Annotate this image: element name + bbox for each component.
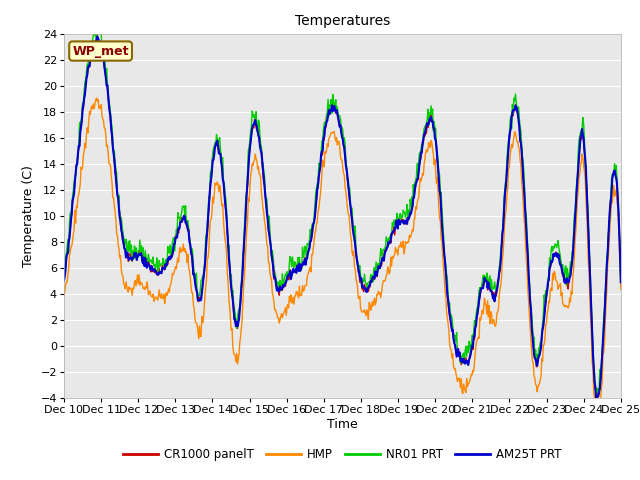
- AM25T PRT: [185, 229, 193, 235]
- HMP: [128, 292, 136, 298]
- CR1000 panelT: [428, 112, 435, 118]
- CR1000 panelT: [592, 396, 600, 401]
- HMP: [617, 287, 625, 292]
- CR1000 panelT: [214, 139, 222, 145]
- Line: NR01 PRT: NR01 PRT: [64, 34, 621, 395]
- HMP: [428, 138, 435, 144]
- NR01 PRT: [91, 31, 99, 36]
- HMP: [70, 228, 78, 233]
- AM25T PRT: [70, 191, 78, 196]
- AM25T PRT: [593, 396, 600, 401]
- Y-axis label: Temperature (C): Temperature (C): [22, 165, 35, 267]
- HMP: [591, 396, 598, 401]
- NR01 PRT: [128, 258, 136, 264]
- AM25T PRT: [128, 257, 136, 263]
- Text: WP_met: WP_met: [72, 45, 129, 58]
- AM25T PRT: [60, 277, 68, 283]
- CR1000 panelT: [128, 258, 136, 264]
- CR1000 panelT: [185, 226, 193, 232]
- Line: AM25T PRT: AM25T PRT: [64, 36, 621, 398]
- HMP: [185, 266, 193, 272]
- AM25T PRT: [411, 187, 419, 192]
- CR1000 panelT: [617, 280, 625, 286]
- NR01 PRT: [617, 279, 625, 285]
- NR01 PRT: [411, 180, 419, 186]
- HMP: [411, 216, 419, 222]
- NR01 PRT: [60, 271, 68, 277]
- Line: HMP: HMP: [64, 98, 621, 398]
- NR01 PRT: [595, 392, 602, 398]
- NR01 PRT: [185, 226, 193, 231]
- CR1000 panelT: [93, 31, 101, 36]
- AM25T PRT: [617, 279, 625, 285]
- AM25T PRT: [428, 114, 435, 120]
- CR1000 panelT: [60, 274, 68, 279]
- NR01 PRT: [428, 103, 435, 108]
- CR1000 panelT: [411, 189, 419, 194]
- CR1000 panelT: [70, 189, 78, 194]
- AM25T PRT: [93, 34, 101, 39]
- HMP: [60, 293, 68, 299]
- AM25T PRT: [214, 144, 222, 150]
- HMP: [214, 182, 222, 188]
- X-axis label: Time: Time: [327, 418, 358, 431]
- Line: CR1000 panelT: CR1000 panelT: [64, 34, 621, 398]
- Legend: CR1000 panelT, HMP, NR01 PRT, AM25T PRT: CR1000 panelT, HMP, NR01 PRT, AM25T PRT: [118, 443, 566, 466]
- NR01 PRT: [70, 179, 78, 185]
- HMP: [93, 95, 100, 101]
- Title: Temperatures: Temperatures: [295, 14, 390, 28]
- NR01 PRT: [214, 141, 222, 147]
